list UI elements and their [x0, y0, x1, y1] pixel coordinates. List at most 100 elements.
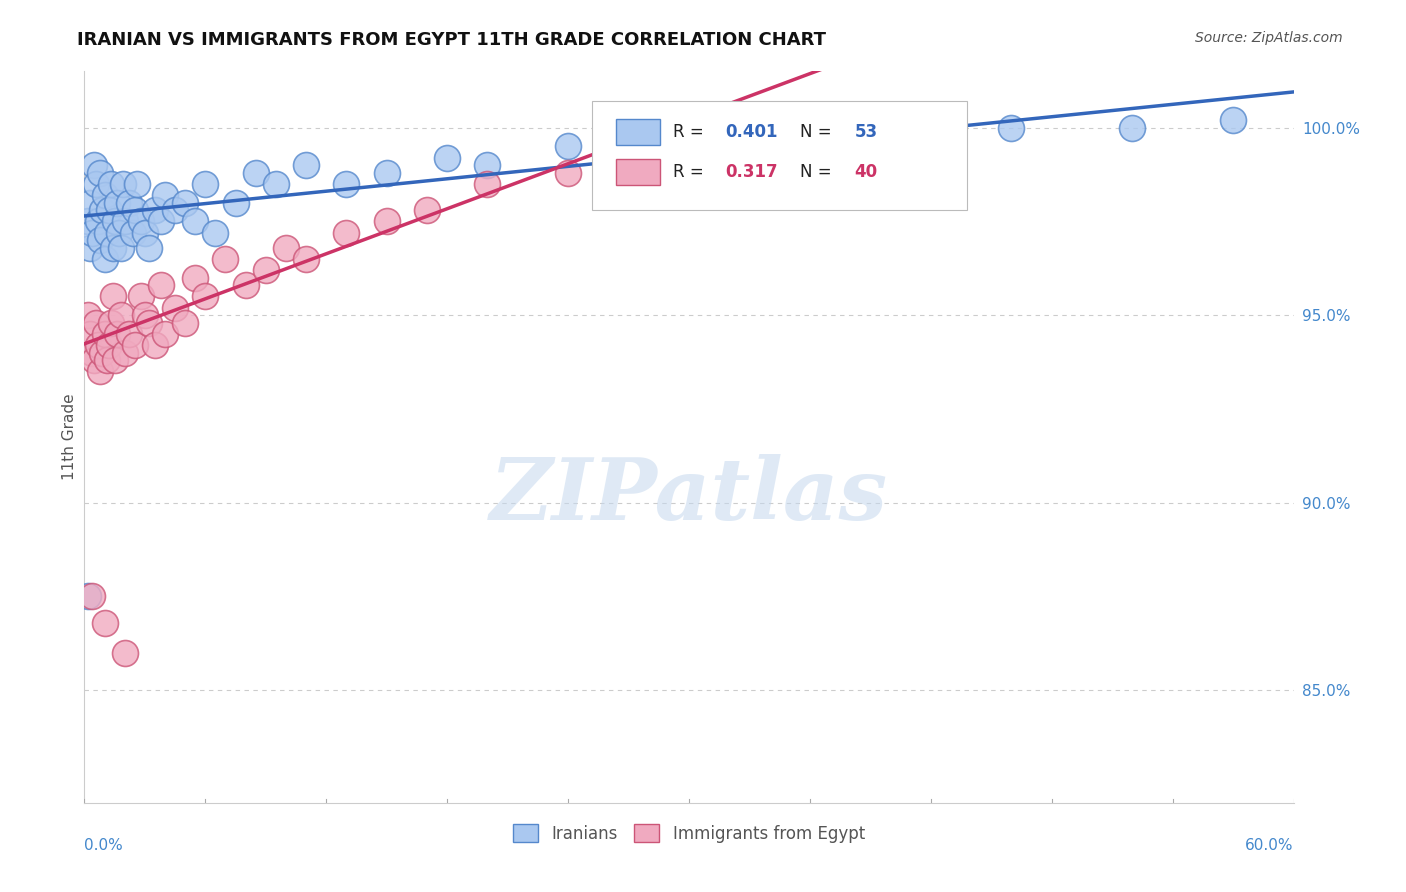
Point	[235, 278, 257, 293]
Point	[121, 226, 143, 240]
Point	[104, 214, 127, 228]
Point	[105, 326, 128, 341]
Point	[274, 241, 297, 255]
Point	[153, 326, 176, 341]
Point	[105, 195, 128, 210]
Point	[335, 226, 357, 240]
Point	[91, 203, 114, 218]
Point	[920, 120, 942, 135]
Point	[129, 289, 152, 303]
Point	[138, 316, 160, 330]
Point	[124, 203, 146, 218]
FancyBboxPatch shape	[616, 159, 659, 186]
Point	[165, 203, 187, 218]
Point	[79, 241, 101, 255]
FancyBboxPatch shape	[616, 119, 659, 145]
Text: 0.401: 0.401	[725, 123, 778, 141]
Point	[82, 590, 104, 604]
Point	[194, 289, 217, 303]
Point	[96, 226, 118, 240]
Point	[111, 177, 134, 191]
Point	[153, 188, 176, 202]
Point	[83, 353, 105, 368]
FancyBboxPatch shape	[592, 101, 967, 211]
Text: IRANIAN VS IMMIGRANTS FROM EGYPT 11TH GRADE CORRELATION CHART: IRANIAN VS IMMIGRANTS FROM EGYPT 11TH GR…	[77, 31, 827, 49]
Point	[101, 289, 124, 303]
Point	[118, 326, 141, 341]
Point	[295, 252, 318, 266]
Point	[82, 345, 104, 359]
Point	[204, 226, 226, 240]
Point	[264, 177, 287, 191]
Point	[477, 177, 499, 191]
Text: ZIPatlas: ZIPatlas	[489, 454, 889, 537]
Point	[82, 226, 104, 240]
Point	[77, 590, 100, 604]
Point	[295, 158, 318, 172]
Point	[184, 270, 207, 285]
Point	[416, 203, 439, 218]
Point	[557, 139, 579, 153]
Point	[96, 353, 118, 368]
Point	[375, 214, 398, 228]
Point	[637, 158, 659, 172]
Point	[79, 326, 101, 341]
Text: N =: N =	[800, 163, 837, 181]
Point	[174, 195, 197, 210]
Point	[83, 158, 105, 172]
Point	[184, 214, 207, 228]
Y-axis label: 11th Grade: 11th Grade	[62, 393, 77, 481]
Point	[93, 615, 115, 630]
Point	[1000, 120, 1022, 135]
Point	[245, 166, 267, 180]
Text: 40: 40	[855, 163, 877, 181]
Point	[557, 166, 579, 180]
Point	[97, 203, 120, 218]
Point	[134, 308, 156, 322]
Point	[114, 214, 136, 228]
Point	[107, 226, 129, 240]
Point	[86, 177, 108, 191]
Point	[89, 364, 111, 378]
Point	[436, 151, 458, 165]
Point	[254, 263, 277, 277]
Text: R =: R =	[673, 123, 709, 141]
Point	[165, 301, 187, 315]
Point	[718, 128, 741, 142]
Legend: Iranians, Immigrants from Egypt: Iranians, Immigrants from Egypt	[506, 818, 872, 849]
Point	[101, 241, 124, 255]
Point	[174, 316, 197, 330]
Point	[1121, 120, 1143, 135]
Point	[77, 308, 100, 322]
Point	[79, 195, 101, 210]
Point	[110, 241, 132, 255]
Point	[87, 338, 110, 352]
Text: R =: R =	[673, 163, 709, 181]
Point	[89, 233, 111, 247]
Point	[125, 177, 148, 191]
Point	[134, 226, 156, 240]
Point	[149, 278, 172, 293]
Point	[86, 316, 108, 330]
Point	[91, 345, 114, 359]
Point	[93, 188, 115, 202]
Point	[124, 338, 146, 352]
Point	[93, 252, 115, 266]
Point	[637, 136, 659, 150]
Point	[477, 158, 499, 172]
Text: Source: ZipAtlas.com: Source: ZipAtlas.com	[1195, 31, 1343, 45]
Point	[129, 214, 152, 228]
Point	[104, 353, 127, 368]
Point	[194, 177, 217, 191]
Point	[335, 177, 357, 191]
Point	[100, 316, 122, 330]
Point	[143, 203, 166, 218]
Text: N =: N =	[800, 123, 837, 141]
Point	[214, 252, 236, 266]
Point	[77, 214, 100, 228]
Point	[375, 166, 398, 180]
Point	[138, 241, 160, 255]
Point	[110, 308, 132, 322]
Point	[114, 345, 136, 359]
Point	[100, 177, 122, 191]
